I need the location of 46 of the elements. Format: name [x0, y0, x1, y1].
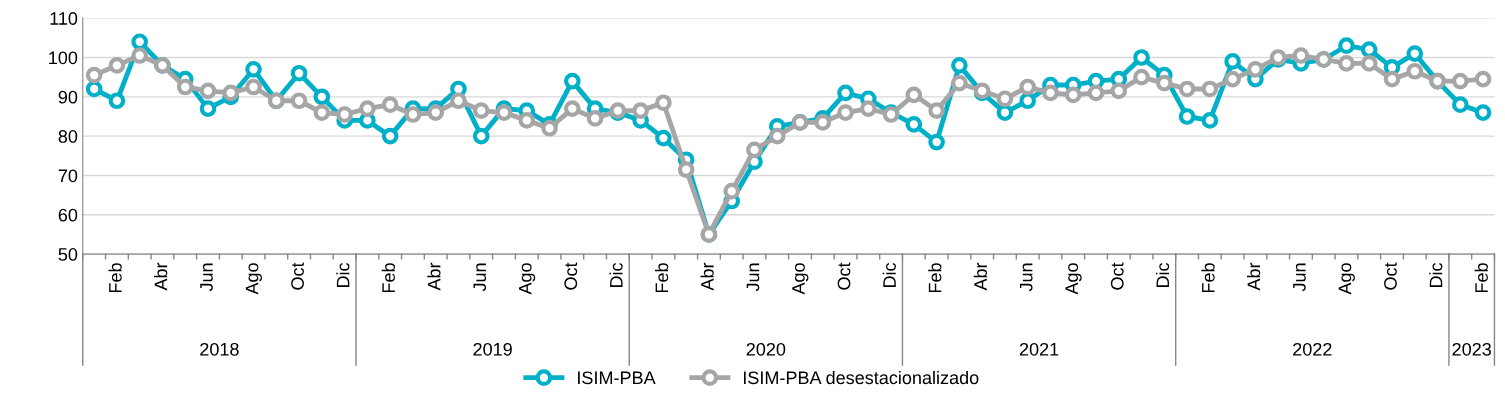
- text: 2023: [1452, 342, 1491, 356]
- x-tick-label: Abr: [700, 262, 714, 291]
- x-tick-label: Ago: [792, 263, 809, 295]
- x-tick-label: Feb: [654, 263, 669, 293]
- x-tick-label: Abr: [154, 262, 168, 291]
- y-tick-label: 60: [58, 208, 78, 222]
- x-tick-label: Dic: [1155, 262, 1170, 288]
- text: 2021: [1019, 342, 1059, 356]
- x-tick-label: Oct: [1384, 262, 1397, 290]
- x-tick-label: Abr: [427, 262, 441, 291]
- x-tick-label: Abr: [1246, 262, 1261, 291]
- text: 2022: [1293, 342, 1332, 356]
- x-tick-label: Feb: [1474, 263, 1488, 293]
- x-tick-label: Dic: [1429, 262, 1443, 288]
- x-tick-label: Feb: [928, 263, 942, 293]
- legend-label: ISIM-PBA desestacionalizado: [743, 370, 979, 385]
- x-tick-label: Abr: [973, 262, 987, 291]
- text: 2018: [200, 342, 239, 356]
- x-tick-label: Dic: [609, 262, 623, 288]
- y-tick-label: 50: [58, 248, 78, 261]
- x-tick-label: Ago: [519, 263, 536, 295]
- x-tick-label: Jun: [746, 263, 760, 292]
- x-tick-label: Feb: [108, 263, 122, 293]
- x-tick-label: Ago: [245, 263, 262, 295]
- x-tick-label: Jun: [200, 263, 213, 292]
- text: 2020: [746, 342, 786, 356]
- y-tick-label: 70: [58, 169, 78, 183]
- y-tick-label: 90: [58, 90, 78, 104]
- x-tick-label: Oct: [837, 262, 851, 290]
- x-tick-label: Oct: [291, 262, 304, 290]
- y-tick-label: 80: [58, 130, 78, 143]
- x-tick-label: Dic: [336, 262, 350, 288]
- text: 2019: [473, 342, 512, 356]
- x-tick-label: Jun: [1293, 263, 1306, 292]
- x-tick-label: Ago: [1065, 263, 1082, 295]
- x-tick-label: Jun: [1019, 263, 1033, 292]
- x-tick-label: Jun: [473, 263, 487, 292]
- x-tick-label: Oct: [1110, 262, 1124, 290]
- y-tick-label: 110: [50, 12, 78, 25]
- x-tick-label: Ago: [1338, 263, 1355, 295]
- x-tick-label: Oct: [564, 262, 578, 290]
- x-tick-label: Feb: [1201, 263, 1215, 293]
- y-tick-label: 100: [49, 51, 78, 65]
- legend-label: ISIM-PBA: [578, 371, 656, 385]
- x-tick-label: Feb: [381, 263, 396, 293]
- x-tick-label: Dic: [882, 262, 896, 288]
